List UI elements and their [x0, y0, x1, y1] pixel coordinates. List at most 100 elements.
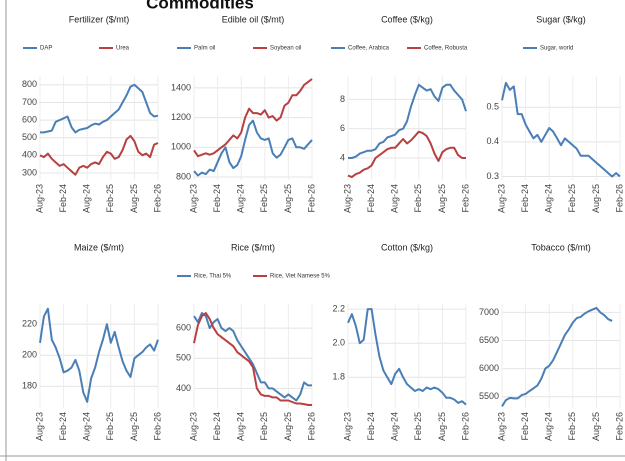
- panel-title: Coffee ($/kg): [381, 14, 433, 24]
- series-line: [193, 312, 312, 406]
- y-tick-label: 6000: [479, 363, 499, 373]
- x-tick-label: Aug-25: [437, 184, 447, 213]
- panel-title: Rice ($/mt): [231, 242, 275, 252]
- x-tick-label: Feb-26: [152, 412, 162, 441]
- legend-label: Urea: [116, 46, 130, 52]
- legend-label: Rice, Viet Namese 5%: [270, 274, 331, 280]
- series-line: [347, 130, 466, 179]
- x-tick-label: Aug-23: [496, 184, 506, 213]
- y-tick-label: 400: [22, 150, 37, 160]
- x-tick-label: Feb-24: [520, 184, 530, 213]
- series-line: [39, 307, 159, 403]
- y-tick-label: 600: [22, 114, 37, 124]
- y-tick-label: 1.8: [332, 372, 345, 382]
- x-tick-label: Aug-23: [342, 412, 352, 441]
- x-tick-label: Aug-25: [129, 184, 139, 213]
- x-tick-label: Aug-25: [283, 184, 293, 213]
- x-tick-label: Feb-25: [567, 412, 577, 441]
- y-tick-label: 2.2: [332, 303, 345, 313]
- x-tick-label: Aug-24: [544, 412, 554, 441]
- series-line: [193, 78, 313, 158]
- x-tick-label: Feb-26: [614, 184, 624, 213]
- x-tick-label: Feb-26: [460, 184, 470, 213]
- panel-title: Tobacco ($/mt): [531, 242, 591, 252]
- x-tick-label: Feb-25: [259, 184, 269, 213]
- x-tick-label: Aug-24: [390, 412, 400, 441]
- series-line: [193, 119, 313, 177]
- x-tick-label: Aug-23: [188, 184, 198, 213]
- y-tick-label: 1000: [171, 142, 191, 152]
- panel-title: Edible oil ($/mt): [222, 14, 285, 24]
- y-tick-label: 5500: [479, 391, 499, 401]
- x-tick-label: Feb-24: [58, 412, 68, 441]
- x-tick-label: Aug-25: [591, 184, 601, 213]
- y-tick-label: 1400: [171, 82, 191, 92]
- y-tick-label: 800: [176, 171, 191, 181]
- y-tick-label: 500: [22, 132, 37, 142]
- series-line: [501, 81, 621, 178]
- figure-title: Commodities: [146, 0, 254, 12]
- x-tick-label: Feb-26: [460, 412, 470, 441]
- x-tick-label: Feb-26: [306, 184, 316, 213]
- legend-label: Palm oil: [194, 46, 215, 52]
- legend-label: Coffee, Arabica: [348, 46, 390, 52]
- x-tick-label: Aug-25: [283, 412, 293, 441]
- x-tick-label: Aug-25: [129, 412, 139, 441]
- y-tick-label: 4: [340, 152, 345, 162]
- x-tick-label: Aug-23: [496, 412, 506, 441]
- x-tick-label: Feb-25: [105, 412, 115, 441]
- x-tick-label: Aug-23: [342, 184, 352, 213]
- series-line: [39, 134, 159, 176]
- y-tick-label: 220: [22, 319, 37, 329]
- series-line: [40, 83, 159, 134]
- series-line: [193, 312, 312, 402]
- x-tick-label: Feb-24: [366, 412, 376, 441]
- y-tick-label: 300: [22, 167, 37, 177]
- x-tick-label: Aug-25: [437, 412, 447, 441]
- x-tick-label: Feb-25: [259, 412, 269, 441]
- legend-label: DAP: [40, 46, 52, 52]
- y-tick-label: 0.4: [486, 136, 499, 146]
- x-tick-label: Aug-24: [82, 412, 92, 441]
- x-tick-label: Aug-23: [34, 412, 44, 441]
- x-tick-label: Feb-26: [306, 412, 316, 441]
- y-tick-label: 800: [22, 79, 37, 89]
- x-tick-label: Feb-25: [413, 412, 423, 441]
- panel-title: Maize ($/mt): [74, 242, 124, 252]
- x-tick-label: Feb-25: [567, 184, 577, 213]
- x-tick-label: Feb-25: [105, 184, 115, 213]
- x-tick-label: Feb-24: [58, 184, 68, 213]
- x-tick-label: Feb-24: [520, 412, 530, 441]
- panel-title: Cotton ($/kg): [381, 242, 433, 252]
- x-tick-label: Aug-24: [82, 184, 92, 213]
- legend-label: Rice, Thai 5%: [194, 274, 232, 280]
- y-tick-label: 7000: [479, 307, 499, 317]
- x-tick-label: Aug-23: [188, 412, 198, 441]
- series-line: [348, 83, 467, 159]
- panel-title: Sugar ($/kg): [536, 14, 586, 24]
- y-tick-label: 1200: [171, 112, 191, 122]
- legend-label: Soybean oil: [270, 46, 301, 52]
- x-tick-label: Feb-26: [152, 184, 162, 213]
- x-tick-label: Aug-25: [591, 412, 601, 441]
- y-tick-label: 600: [176, 322, 191, 332]
- x-tick-label: Aug-24: [390, 184, 400, 213]
- panel-title: Fertilizer ($/mt): [69, 14, 130, 24]
- y-tick-label: 500: [176, 353, 191, 363]
- y-tick-label: 200: [22, 350, 37, 360]
- x-tick-label: Feb-25: [413, 184, 423, 213]
- y-tick-label: 700: [22, 97, 37, 107]
- x-tick-label: Feb-24: [366, 184, 376, 213]
- y-tick-label: 6: [340, 123, 345, 133]
- y-tick-label: 0.5: [486, 102, 499, 112]
- x-tick-label: Aug-24: [544, 184, 554, 213]
- y-tick-label: 2.0: [332, 338, 345, 348]
- x-tick-label: Aug-24: [236, 412, 246, 441]
- x-tick-label: Feb-26: [614, 412, 624, 441]
- series-line: [501, 306, 613, 407]
- x-tick-label: Aug-24: [236, 184, 246, 213]
- y-tick-label: 8: [340, 94, 345, 104]
- y-tick-label: 180: [22, 381, 37, 391]
- x-tick-label: Feb-24: [212, 184, 222, 213]
